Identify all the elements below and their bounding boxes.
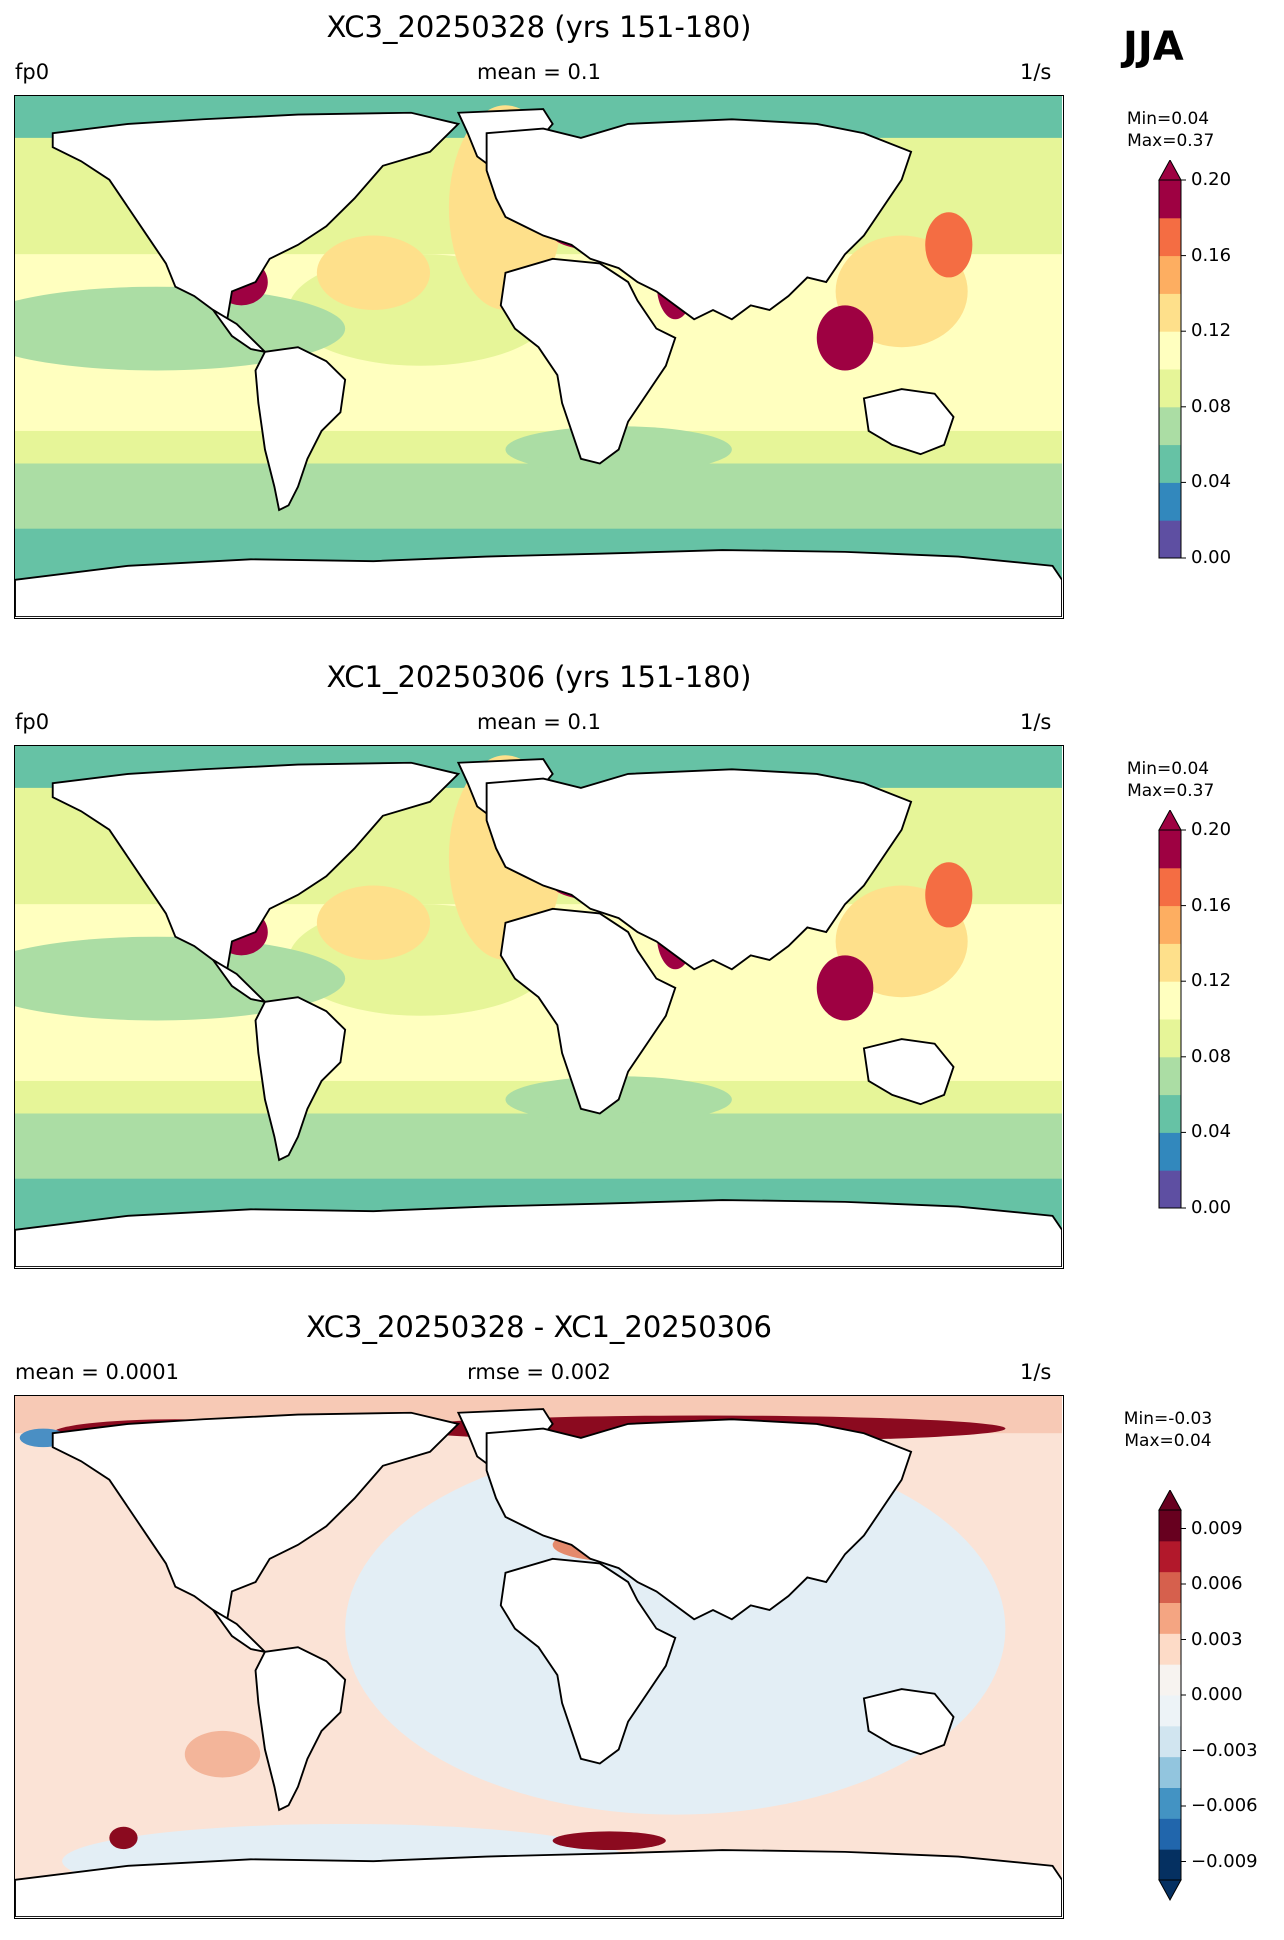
colorbar-frame — [1158, 179, 1182, 559]
colorbar-extend-max — [1158, 1490, 1182, 1511]
colorbar-segment — [1159, 1510, 1181, 1542]
season-label: JJA — [1123, 24, 1184, 70]
colorbar-tick-label: 0.00 — [1191, 547, 1232, 568]
panel-title: XC1_20250306 (yrs 151-180) — [326, 660, 752, 694]
colorbar-tick-label: 0.00 — [1191, 1197, 1232, 1218]
south-china-sea-hot — [816, 305, 874, 371]
left-label: fp0 — [15, 60, 50, 84]
south-pacific-warm — [184, 1730, 261, 1778]
japan-sea-warm — [925, 212, 973, 278]
south-china-sea-hot — [816, 955, 874, 1021]
center-label: rmse = 0.002 — [467, 1360, 611, 1384]
min-max-label: Min=0.04 Max=0.37 — [1126, 109, 1215, 151]
japan-sea-warm — [925, 862, 973, 928]
gulf-stream-shelf — [316, 235, 431, 310]
map-panel — [14, 95, 1064, 619]
colorbar-tick-label: 0.04 — [1191, 471, 1232, 493]
map-field — [15, 1396, 1062, 1917]
colorbar-segment — [1159, 830, 1181, 869]
colorbar-segment — [1159, 1170, 1181, 1209]
colorbar — [1158, 810, 1186, 1209]
colorbar-segment — [1159, 1132, 1181, 1171]
center-label: mean = 0.1 — [477, 60, 601, 84]
colorbar-segment — [1159, 255, 1181, 294]
colorbar-segment — [1159, 331, 1181, 370]
colorbar-tick-label: −0.009 — [1191, 1850, 1258, 1872]
center-label: mean = 0.1 — [477, 710, 601, 734]
southern-ocean-band — [15, 1113, 1062, 1179]
min-max-label: Min=-0.03 Max=0.04 — [1123, 1409, 1213, 1451]
gulf-stream-shelf — [316, 885, 431, 960]
colorbar-tick-label: −0.006 — [1191, 1795, 1258, 1816]
colorbar-segment — [1159, 293, 1181, 332]
colorbar-tick-label: 0.20 — [1191, 169, 1232, 190]
panel-title: XC3_20250328 - XC1_20250306 — [305, 1310, 773, 1344]
colorbar-extend-min — [1158, 1879, 1182, 1902]
colorbar-segment — [1159, 482, 1181, 521]
colorbar-segment — [1159, 1849, 1181, 1881]
colorbar-segment — [1159, 369, 1181, 408]
colorbar-tick-label: 0.000 — [1191, 1684, 1243, 1705]
units-label: 1/s — [1020, 1360, 1052, 1384]
colorbar-segment — [1159, 905, 1181, 944]
colorbar-tick-label: 0.009 — [1191, 1517, 1243, 1539]
colorbar-segment — [1159, 217, 1181, 257]
colorbar — [1158, 1490, 1186, 1902]
colorbar-segment — [1159, 1094, 1181, 1133]
colorbar-tick-label: 0.16 — [1191, 894, 1232, 916]
colorbar-segment — [1159, 981, 1181, 1020]
colorbar-tick-label: 0.04 — [1191, 1121, 1232, 1143]
colorbar-frame — [1158, 829, 1182, 1209]
colorbar-segment — [1159, 406, 1181, 446]
colorbar-tick-label: −0.003 — [1191, 1739, 1258, 1761]
colorbar-segment — [1159, 1019, 1181, 1058]
colorbar-segment — [1159, 1818, 1181, 1850]
map-field — [15, 746, 1062, 1267]
map-field — [15, 96, 1062, 617]
colorbar-segment — [1159, 180, 1181, 219]
colorbar-tick-label: 0.08 — [1191, 1045, 1232, 1067]
colorbar-tick-label: 0.08 — [1191, 395, 1232, 417]
colorbar-container — [1155, 160, 1215, 618]
southern-ocean-band — [15, 463, 1062, 529]
colorbar-segment — [1159, 1725, 1181, 1758]
colorbar-segment — [1159, 1571, 1181, 1603]
colorbar-segment — [1159, 1787, 1181, 1819]
colorbar-tick-label: 0.16 — [1191, 244, 1232, 266]
units-label: 1/s — [1020, 60, 1052, 84]
colorbar-tick-label: 0.006 — [1191, 1573, 1243, 1594]
colorbar-segment — [1159, 520, 1181, 559]
colorbar-segment — [1159, 867, 1181, 907]
left-label: mean = 0.0001 — [15, 1360, 179, 1384]
colorbar-tick-label: 0.20 — [1191, 819, 1232, 840]
left-label: fp0 — [15, 710, 50, 734]
colorbar-segment — [1159, 1664, 1181, 1696]
units-label: 1/s — [1020, 710, 1052, 734]
colorbar-tick-label: 0.12 — [1191, 970, 1232, 992]
colorbar-extend-max — [1158, 810, 1182, 831]
map-panel — [14, 745, 1064, 1269]
colorbar-container — [1155, 1490, 1215, 1940]
colorbar-tick-label: 0.12 — [1191, 320, 1232, 342]
southern-hot-west — [109, 1826, 138, 1850]
colorbar-segment — [1159, 1633, 1181, 1665]
colorbar-segment — [1159, 1602, 1181, 1634]
colorbar-segment — [1159, 1056, 1181, 1096]
colorbar-extend-max — [1158, 160, 1182, 181]
colorbar-container — [1155, 810, 1215, 1268]
colorbar-segment — [1159, 943, 1181, 982]
southern-hot-center — [552, 1831, 666, 1851]
map-panel — [14, 1395, 1064, 1919]
min-max-label: Min=0.04 Max=0.37 — [1126, 759, 1215, 801]
colorbar-tick-label: 0.003 — [1191, 1628, 1243, 1650]
colorbar-segment — [1159, 1695, 1181, 1727]
colorbar — [1158, 160, 1186, 559]
colorbar-segment — [1159, 1756, 1181, 1788]
colorbar-segment — [1159, 1540, 1181, 1573]
colorbar-segment — [1159, 444, 1181, 483]
panel-title: XC3_20250328 (yrs 151-180) — [326, 10, 752, 44]
